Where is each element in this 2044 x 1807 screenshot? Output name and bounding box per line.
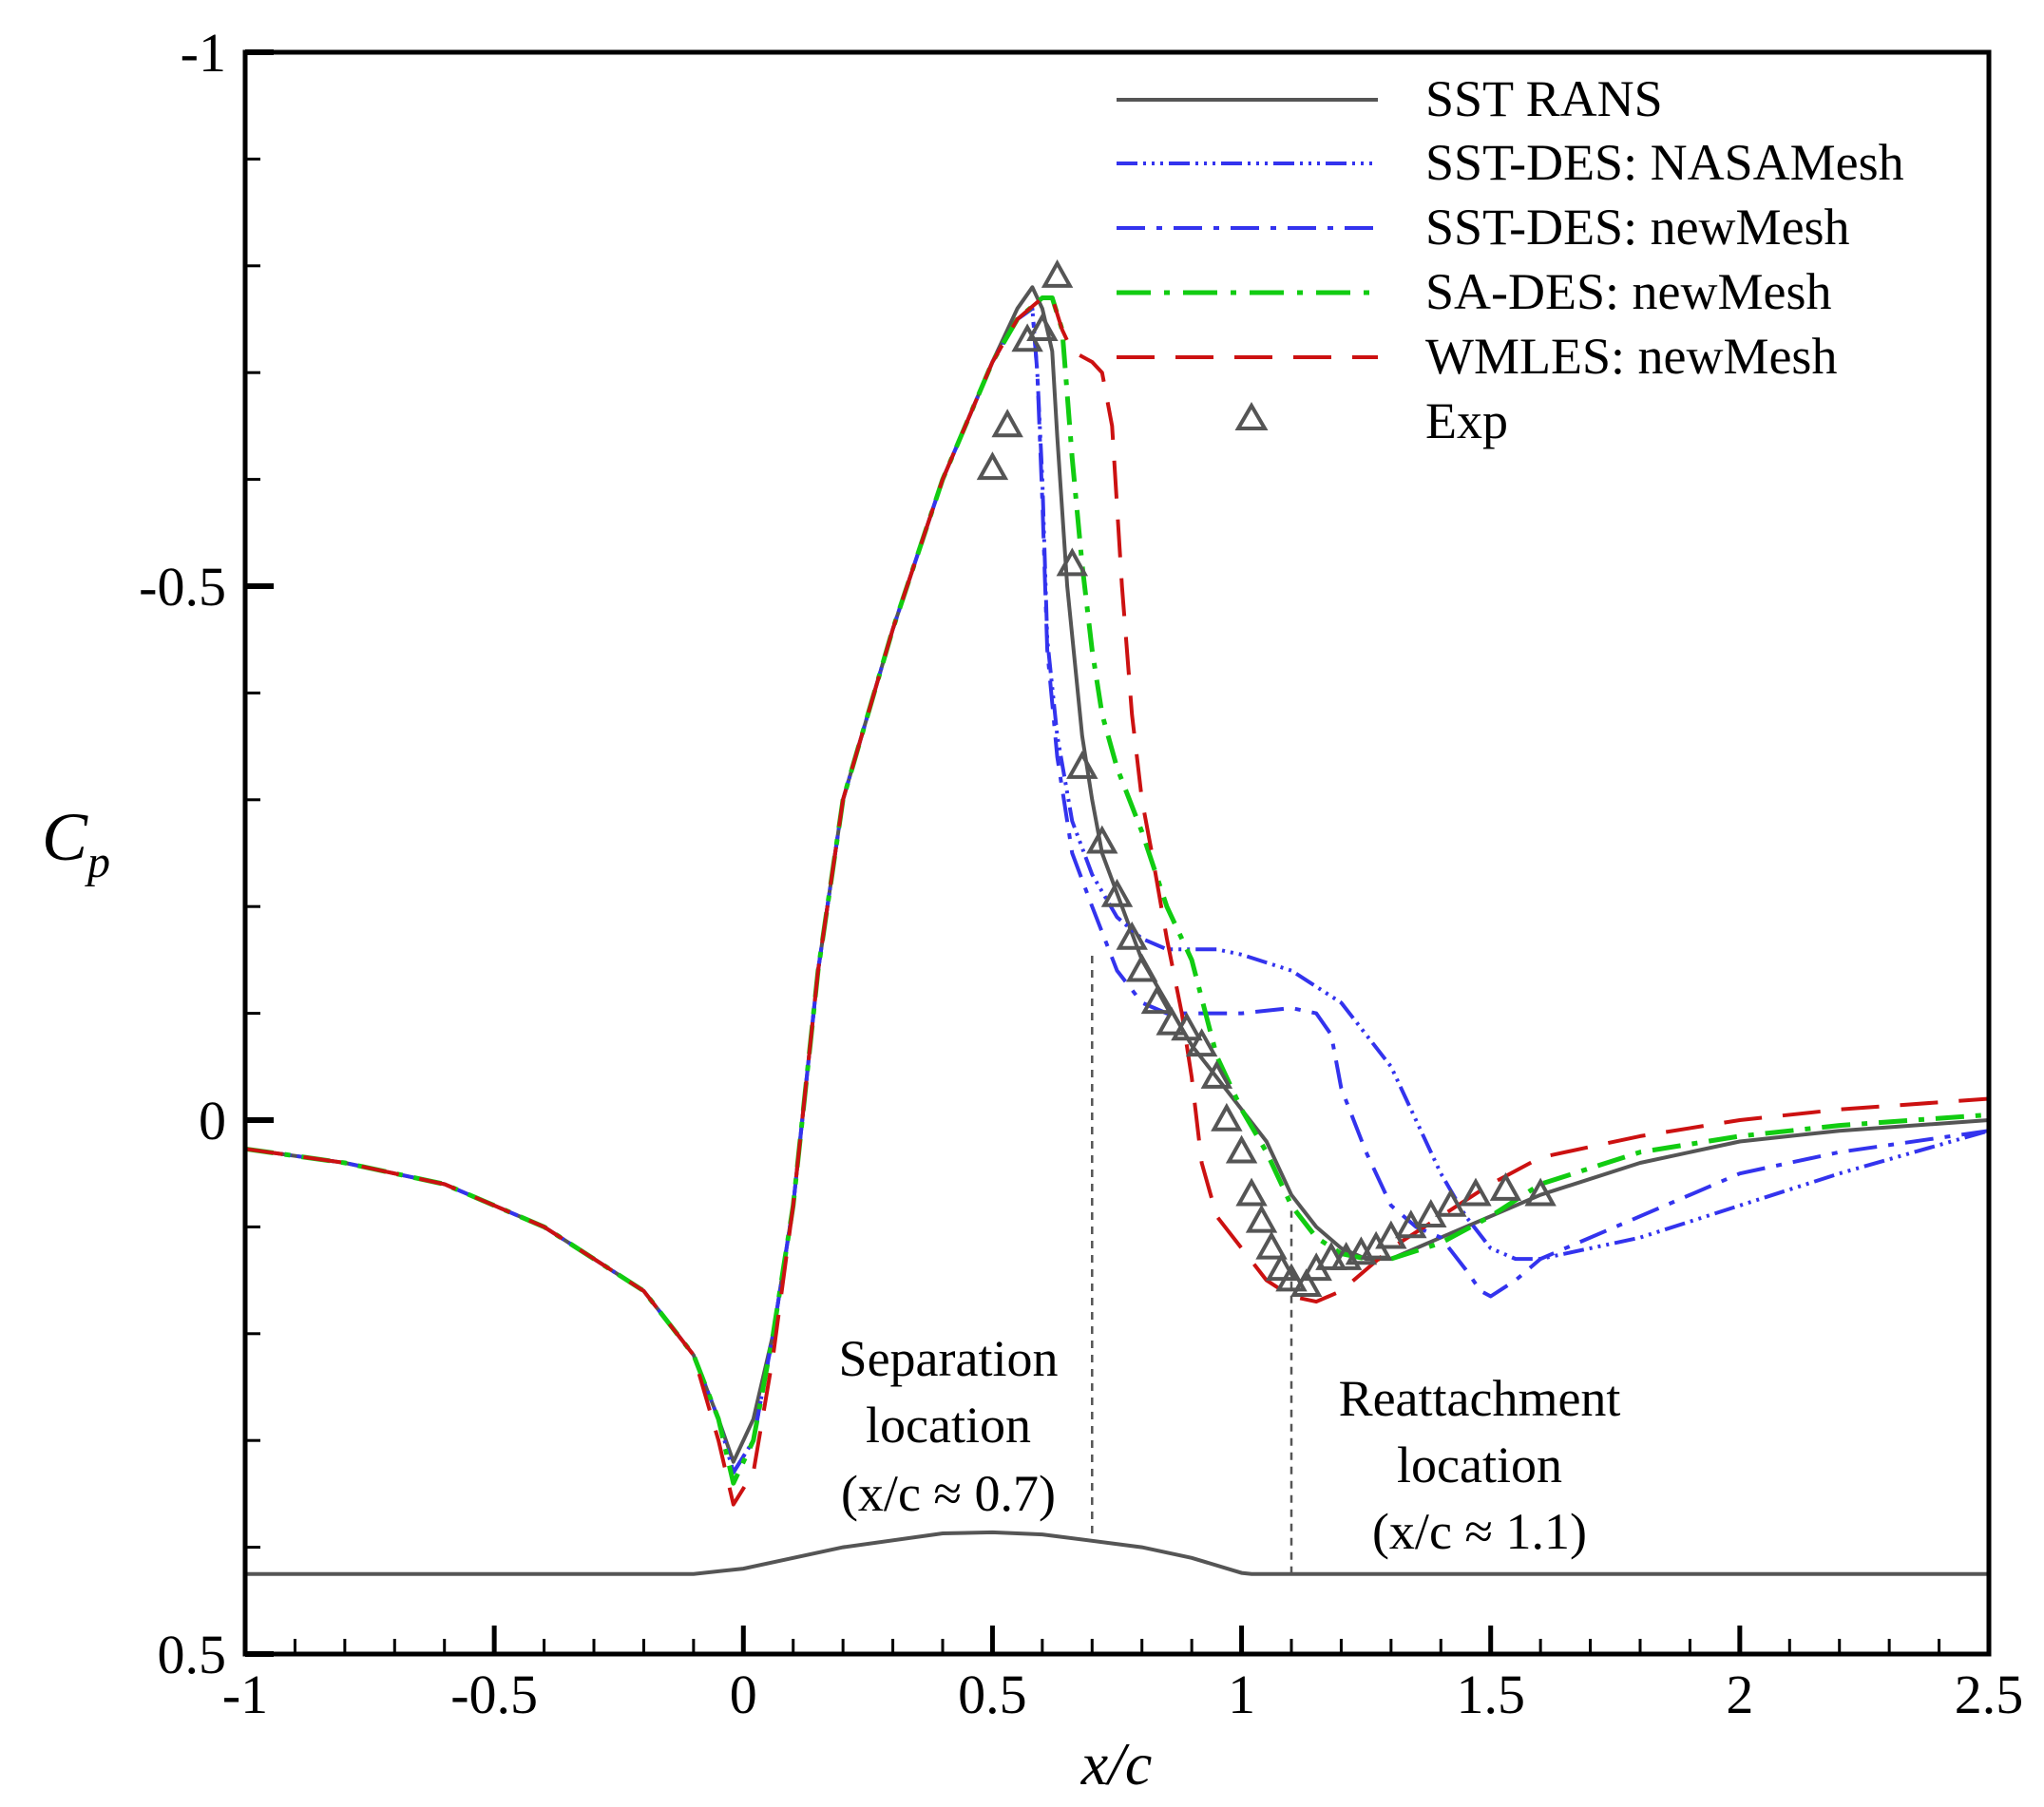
x-tick-label: -0.5 xyxy=(450,1664,538,1725)
exp-point xyxy=(1245,1204,1278,1233)
exp-point xyxy=(1156,1006,1188,1036)
series-line-wmles xyxy=(244,295,1990,1507)
legend-label-exp: Exp xyxy=(1425,392,1508,449)
exp-point xyxy=(1489,1171,1522,1201)
legend-label-wmles: WMLES: newMesh xyxy=(1425,328,1837,385)
x-tick-label: 2 xyxy=(1726,1664,1753,1725)
y-axis-title-main: C xyxy=(42,799,88,875)
x-tick-label: 1.5 xyxy=(1456,1664,1525,1725)
exp-point xyxy=(1435,1188,1467,1217)
series-line-sa-des xyxy=(244,295,1990,1486)
legend-swatch-exp xyxy=(1234,402,1269,430)
hump-profile-line xyxy=(245,1530,1989,1576)
plot-area xyxy=(244,258,1990,1576)
exp-point xyxy=(1460,1177,1492,1207)
exp-point xyxy=(1524,1177,1557,1207)
x-tick-label: 1 xyxy=(1228,1664,1255,1725)
exp-point xyxy=(991,409,1023,438)
exp-point xyxy=(1086,825,1118,854)
y-tick-label: -1 xyxy=(181,22,226,84)
series-line-sst-des-new xyxy=(244,306,1990,1474)
exp-point xyxy=(1026,313,1059,342)
separation-line-1: Separation xyxy=(839,1330,1059,1387)
exp-point xyxy=(1275,1263,1308,1292)
series-lines xyxy=(244,285,1990,1507)
exp-point xyxy=(1290,1268,1323,1298)
exp-point xyxy=(1140,985,1174,1015)
separation-line-2: location xyxy=(866,1397,1031,1454)
x-tick-label: 0 xyxy=(730,1664,757,1725)
y-axis-title-subscript: p xyxy=(85,837,110,887)
legend-label-sa-des: SA-DES: newMesh xyxy=(1425,263,1832,320)
legend: SST RANS SST-DES: NASAMesh SST-DES: newM… xyxy=(1117,70,1904,449)
exp-point xyxy=(1235,1177,1268,1207)
x-tick-label: 0.5 xyxy=(958,1664,1027,1725)
y-tick-label: 0.5 xyxy=(158,1624,227,1685)
exp-point xyxy=(1225,1134,1258,1164)
reattachment-line-3: (x/c ≈ 1.1) xyxy=(1372,1503,1587,1560)
y-tick-label: -0.5 xyxy=(139,556,226,618)
exp-point xyxy=(1171,1012,1203,1041)
x-tick-label: -1 xyxy=(222,1664,268,1725)
series-line-sst-rans xyxy=(244,285,1990,1464)
exp-point xyxy=(1185,1028,1218,1057)
annotation-reattachment: Reattachment location (x/c ≈ 1.1) xyxy=(1339,1370,1621,1560)
reattachment-line-2: location xyxy=(1397,1436,1562,1493)
plot-frame xyxy=(242,49,1992,1657)
exp-point xyxy=(1066,750,1098,779)
exp-point xyxy=(1100,878,1134,907)
x-tick-labels: -1 -0.5 0 0.5 1 1.5 2 2.5 xyxy=(222,1664,2023,1725)
y-axis-title: Cp xyxy=(42,799,110,887)
exp-points xyxy=(976,258,1557,1298)
annotation-separation: Separation location (x/c ≈ 0.7) xyxy=(839,1330,1059,1522)
legend-label-sst-des-nasa: SST-DES: NASAMesh xyxy=(1425,134,1904,191)
reattachment-line-1: Reattachment xyxy=(1339,1370,1621,1427)
exp-point xyxy=(1265,1252,1298,1282)
legend-label-sst-des-new: SST-DES: newMesh xyxy=(1425,199,1850,256)
exp-point xyxy=(1200,1059,1233,1089)
x-axis-title: x/c xyxy=(1080,1730,1153,1797)
exp-point xyxy=(1315,1242,1347,1270)
exp-point xyxy=(1041,258,1074,288)
separation-line-3: (x/c ≈ 0.7) xyxy=(841,1465,1056,1522)
y-tick-label: 0 xyxy=(199,1090,226,1151)
legend-label-sst-rans: SST RANS xyxy=(1425,70,1663,127)
exp-point xyxy=(1126,953,1158,982)
exp-point xyxy=(1116,921,1148,950)
exp-point xyxy=(1255,1230,1288,1260)
axis-ticks xyxy=(242,49,1992,1657)
exp-point xyxy=(976,451,1009,481)
x-tick-label: 2.5 xyxy=(1955,1664,2024,1725)
y-tick-labels: -1 -0.5 0 0.5 xyxy=(139,22,226,1685)
exp-point xyxy=(1211,1102,1243,1132)
exp-point xyxy=(1056,547,1089,577)
